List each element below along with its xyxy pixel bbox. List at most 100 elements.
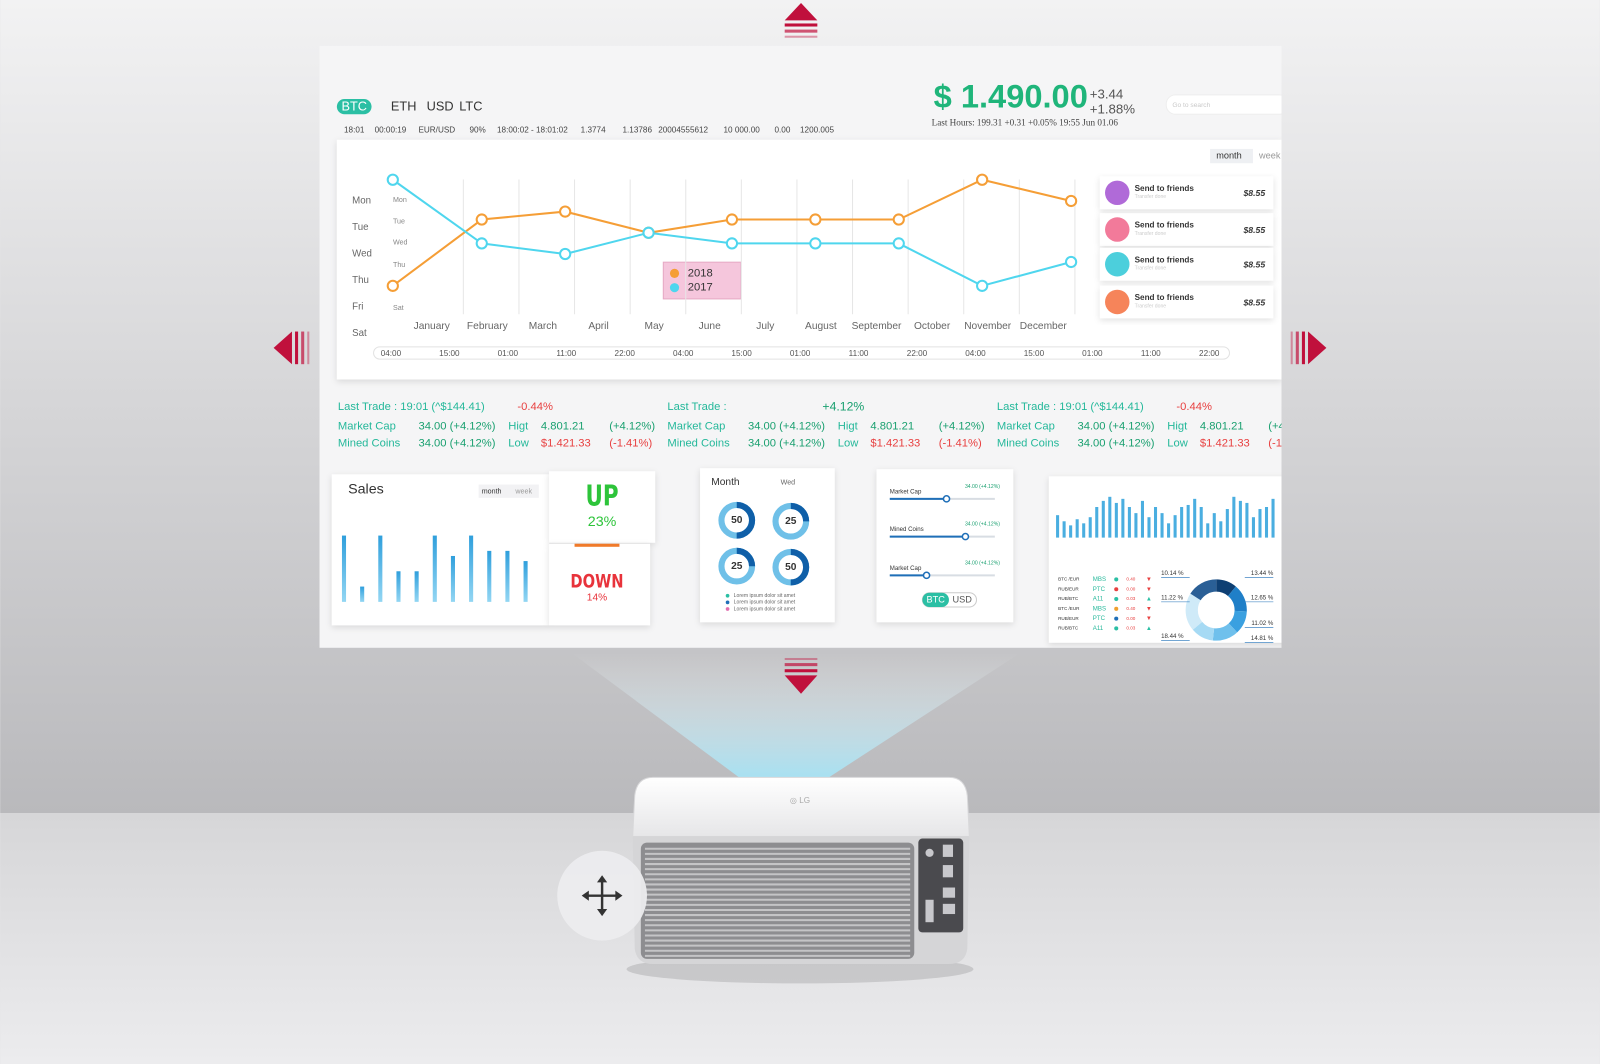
series-point (642, 226, 655, 239)
time-label: 22:00 (907, 349, 928, 358)
row-value: 0.00 (1126, 586, 1135, 591)
legend-dot (669, 283, 680, 293)
port (942, 903, 956, 915)
code: PTC (1093, 615, 1106, 622)
donut-segment (1185, 579, 1247, 641)
pair: RUB/EUR (1058, 616, 1079, 621)
donut-arc (718, 501, 756, 539)
market-bar (1134, 513, 1138, 538)
series-point (976, 173, 989, 186)
row-value: 0.40 (1126, 606, 1135, 611)
market-bar (1121, 498, 1125, 538)
legend-dot (725, 600, 730, 605)
up-label: UP (586, 480, 619, 513)
stat-cell: Mined Coins (338, 438, 401, 450)
x-tick-label: May (644, 321, 664, 332)
series-point (725, 237, 739, 250)
move-button[interactable] (557, 850, 647, 941)
transfer-amount: $8.55 (1243, 188, 1266, 198)
x-tick-label: February (467, 321, 509, 332)
stat-cell: (+4.12%) (939, 420, 985, 432)
toggle-active (922, 592, 949, 607)
transfer-avatar (1105, 180, 1130, 206)
projector-logo: ◎ LG (790, 796, 810, 805)
market-bar (1062, 521, 1066, 538)
tab: BTC (341, 98, 366, 113)
ticker-item: 1200.005 (800, 126, 834, 135)
trend-arrow: ▼ (1146, 586, 1152, 593)
time-label: 04:00 (673, 349, 694, 358)
arrow-right (1308, 331, 1327, 365)
x-tick-label: January (414, 321, 451, 332)
row-dot (1114, 596, 1119, 602)
series-point (475, 237, 488, 250)
trend-arrow: ▼ (1146, 576, 1152, 583)
down-value: 14% (587, 592, 607, 603)
port (942, 865, 954, 878)
stat-cell: 34.00 (+4.12%) (418, 420, 495, 432)
series-point (1064, 194, 1078, 208)
arrow-bar (784, 35, 818, 38)
stat-cell: 34.00 (+4.12%) (748, 438, 825, 450)
x-tick-label: October (914, 321, 951, 332)
arrows (273, 3, 1327, 694)
arrow-bar (784, 23, 818, 27)
time-label: 01:00 (1082, 349, 1103, 358)
dashboard: Go to search $ 1.490.00 +3.44 +1.88% Las… (331, 78, 1288, 643)
arrow-bar (1290, 331, 1293, 365)
y-tick-label: Sat (352, 328, 367, 339)
slider-label: Market Cap (890, 565, 922, 572)
stat-cell: Higt (508, 420, 529, 432)
month-title: Month (711, 477, 739, 488)
arrow-bar (784, 657, 818, 661)
stat-cell: Low (838, 438, 859, 450)
code: A11 (1093, 625, 1104, 632)
stat-cell: $1.421.33 (1200, 438, 1250, 450)
market-bar (1206, 523, 1210, 538)
down-strip (574, 543, 620, 547)
x-tick-label: July (756, 321, 775, 332)
stat-cell: 34.00 (+4.12%) (1077, 438, 1154, 450)
donut-percent: 18.44 % (1161, 633, 1184, 640)
stat-cell: $1.421.33 (870, 438, 920, 450)
tab-active (336, 98, 372, 115)
month-legend: Lorem ipsum dolor sit amet (734, 593, 796, 599)
legend-dot (725, 593, 730, 598)
ticker-item: 1.3774 (581, 126, 606, 135)
slider-label: Mined Coins (890, 526, 924, 533)
market-bar (1219, 521, 1223, 538)
ticker-item: 18:00:02 - 18:01:02 (497, 126, 568, 135)
price: $ 1.490.00 (934, 78, 1088, 115)
sales-tab: week (514, 488, 532, 496)
toggle-label: BTC (926, 594, 945, 604)
search-placeholder: Go to search (1172, 102, 1210, 109)
sales-title: Sales (348, 481, 384, 497)
transfer-amount: $8.55 (1243, 225, 1266, 235)
time-label: 15:00 (731, 349, 752, 358)
sales-bar (469, 535, 474, 602)
io-panel (918, 838, 964, 933)
search-box[interactable] (1165, 94, 1288, 115)
time-label: 22:00 (1199, 349, 1220, 358)
code: PTC (1093, 586, 1106, 593)
market-bar (1088, 517, 1092, 538)
transfer-avatar (1105, 289, 1130, 315)
market-bar (1082, 523, 1086, 538)
market-bar (1108, 496, 1112, 538)
transfer-amount: $8.55 (1243, 260, 1266, 270)
donut-label: 50 (731, 515, 743, 526)
stat-cell: Mined Coins (997, 438, 1060, 450)
last-hours: Last Hours: 199.31 +0.31 +0.05% 19:55 Ju… (932, 118, 1119, 128)
stat-cell: 4.801.21 (870, 420, 914, 432)
arrow-left (273, 331, 292, 365)
series-point (892, 237, 905, 250)
pair: BTC /EUR (1058, 577, 1080, 582)
stat-cell: Market Cap (667, 420, 725, 432)
row-dot (1114, 587, 1119, 592)
arrow-bar (295, 331, 299, 365)
chart-tab-active (1210, 148, 1253, 164)
market-bar (1238, 500, 1242, 538)
sales-bar (396, 571, 401, 602)
trade-change: -0.44% (517, 401, 553, 413)
